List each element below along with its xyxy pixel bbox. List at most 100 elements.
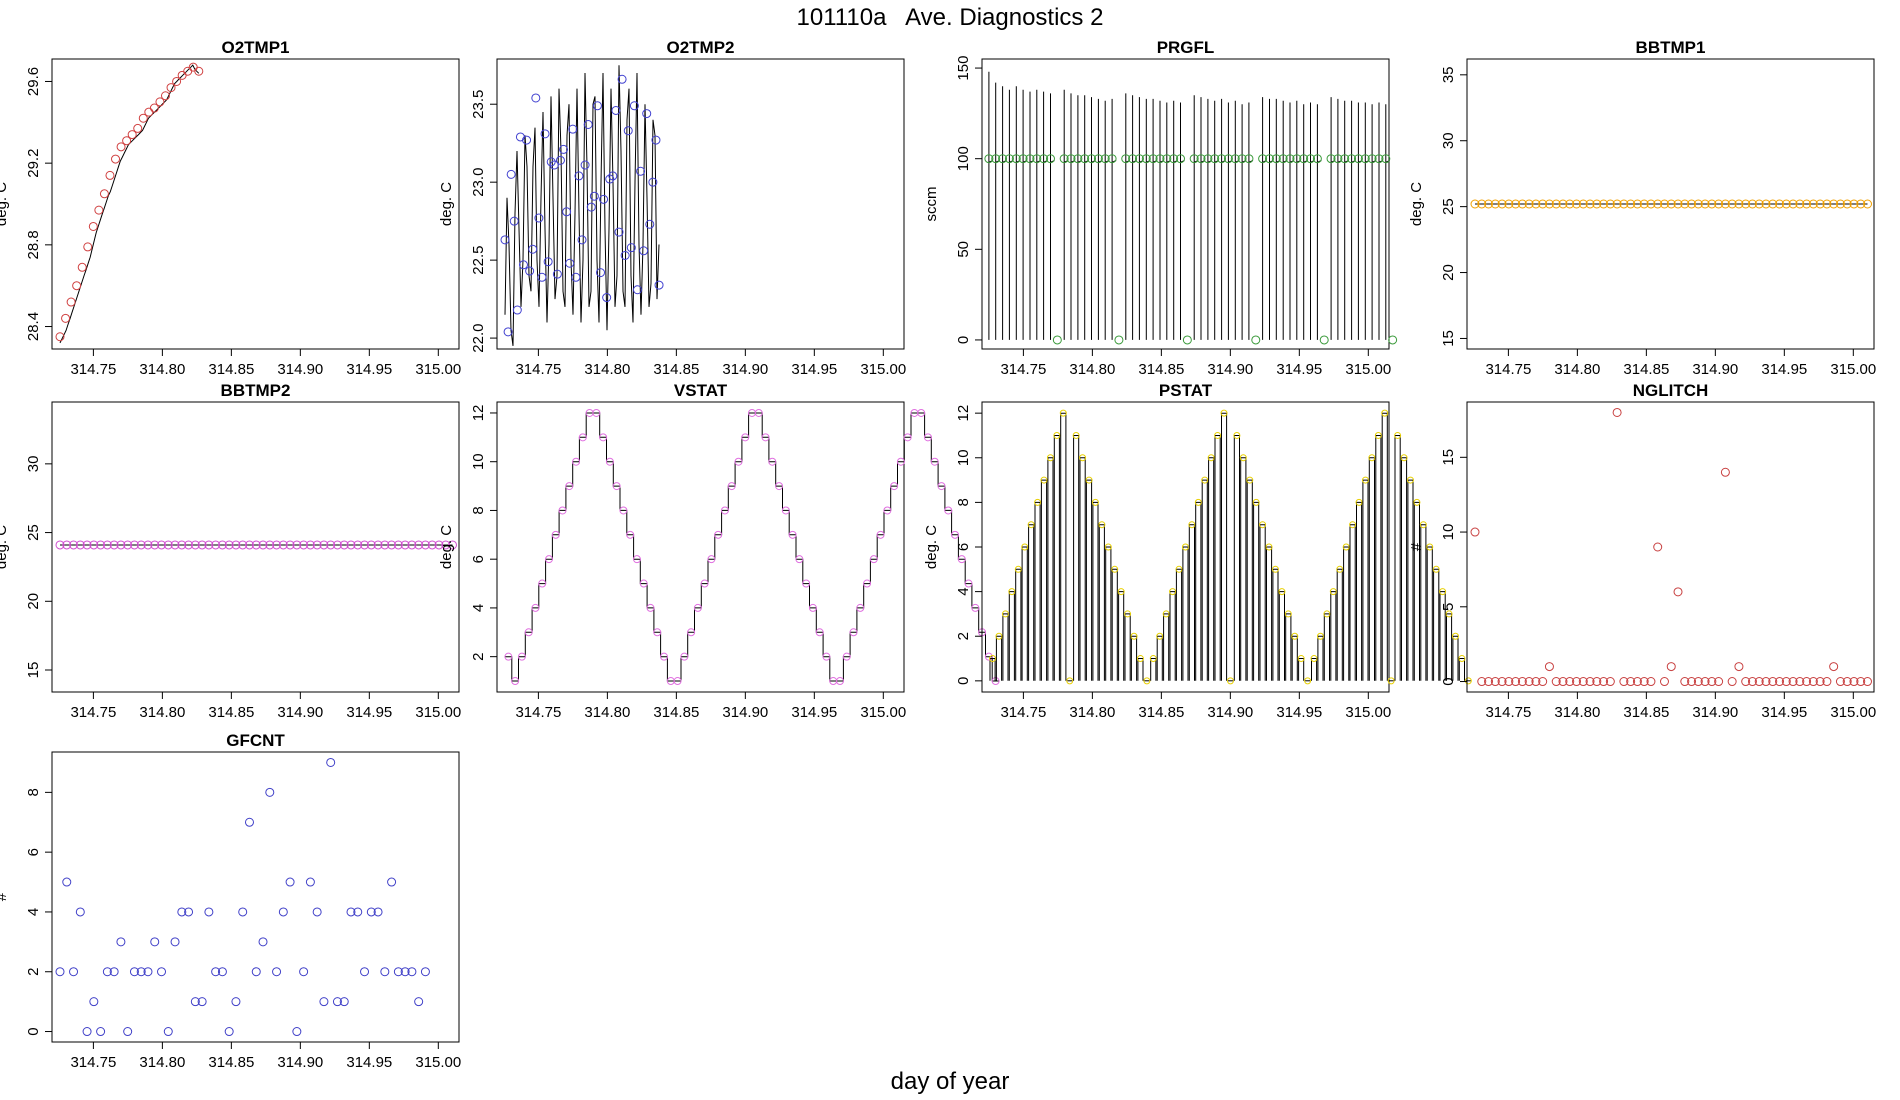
nglitch-point [1795, 677, 1805, 687]
pstat-bar [1446, 613, 1453, 681]
prgfl-marker [1134, 154, 1144, 164]
nglitch-point [1572, 677, 1582, 687]
gfcnt-point [387, 877, 397, 887]
prgfl-marker [1251, 335, 1261, 345]
prgfl-marker [1066, 154, 1076, 164]
nglitch-point [1714, 677, 1724, 687]
gfcnt-point [299, 967, 309, 977]
o2tmp1-marker [94, 205, 104, 215]
bbtmp1-marker [1524, 199, 1534, 209]
nglitch-point [1599, 677, 1609, 687]
bbtmp1-marker [1849, 199, 1859, 209]
bbtmp1-marker [1497, 199, 1507, 209]
prgfl-x-tick-label: 314.85 [1138, 361, 1184, 378]
o2tmp1-x-tick-label: 314.95 [346, 361, 392, 378]
bbtmp2-marker [116, 540, 126, 550]
pstat-bar [1208, 457, 1215, 681]
bbtmp2-plot-frame [51, 401, 460, 693]
nglitch-point [1842, 677, 1852, 687]
nglitch-y-tick-label: 5 [1440, 603, 1457, 611]
pstat-bar [1040, 479, 1048, 681]
prgfl-series-line [988, 71, 1391, 340]
vstat-marker [511, 677, 520, 686]
nglitch-point [1592, 677, 1602, 687]
bbtmp2-marker [299, 540, 309, 550]
pstat-marker [1316, 632, 1324, 640]
prgfl-y-tick-label: 0 [955, 336, 972, 344]
vstat-marker [707, 555, 716, 564]
prgfl-marker [1306, 154, 1316, 164]
pstat-bar [1407, 479, 1414, 681]
prgfl-marker [1128, 154, 1138, 164]
pstat-marker [1214, 431, 1222, 439]
nglitch-y-tick-label: 0 [1440, 677, 1457, 685]
prgfl-marker [1271, 154, 1281, 164]
gfcnt-point [217, 967, 227, 977]
bbtmp2-marker [407, 540, 417, 550]
nglitch-point [1524, 677, 1534, 687]
o2tmp2-marker [515, 132, 525, 142]
bbtmp2-marker [292, 540, 302, 550]
bbtmp1-x-tick-label: 314.80 [1554, 361, 1600, 378]
prgfl-marker [1169, 154, 1179, 164]
prgfl-x-tick-label: 314.90 [1207, 361, 1253, 378]
nglitch-point [1632, 677, 1642, 687]
pstat-marker [1349, 521, 1357, 529]
gfcnt-point [69, 967, 79, 977]
o2tmp1-marker [99, 189, 109, 199]
bbtmp2-y-tick-label: 30 [25, 456, 42, 473]
bbtmp2-x-tick-label: 314.75 [70, 704, 116, 721]
vstat-marker [991, 677, 1000, 686]
bbtmp1-x-tick-label: 314.75 [1485, 361, 1531, 378]
o2tmp2-marker [562, 207, 572, 217]
bbtmp1-marker [1720, 199, 1730, 209]
pstat-bar [1092, 501, 1099, 681]
nglitch-panel: NGLITCH #314.75 314.80 314.85 314.90 314.95 31… [1408, 381, 1876, 721]
nglitch-point [1747, 677, 1757, 687]
prgfl-marker [1107, 154, 1117, 164]
o2tmp2-series-line [504, 65, 660, 346]
vstat-marker [754, 408, 763, 417]
nglitch-point [1849, 677, 1859, 687]
gfcnt-point [353, 907, 363, 917]
bbtmp1-marker [1572, 199, 1582, 209]
pstat-marker [1059, 409, 1067, 417]
bbtmp1-marker [1815, 199, 1825, 209]
gfcnt-point [326, 757, 336, 767]
gfcnt-point [55, 967, 65, 977]
o2tmp1-marker [172, 76, 182, 86]
bbtmp1-marker [1802, 199, 1812, 209]
bbtmp1-marker [1605, 199, 1615, 209]
pstat-bar [1394, 435, 1401, 681]
prgfl-marker [1299, 154, 1309, 164]
bbtmp2-x-tick-label: 315.00 [415, 704, 461, 721]
bbtmp1-y-tick-label: 30 [1440, 132, 1457, 149]
pstat-marker [1201, 476, 1209, 484]
gfcnt-point [400, 967, 410, 977]
pstat-x-tick-label: 314.85 [1138, 704, 1184, 721]
bbtmp1-marker [1863, 199, 1873, 209]
pstat-y-tick-label: 2 [955, 632, 972, 640]
bbtmp2-marker [353, 540, 363, 550]
o2tmp1-marker [122, 136, 132, 146]
pstat-marker [1156, 632, 1164, 640]
pstat-bar [1156, 635, 1163, 681]
gfcnt-point [75, 907, 85, 917]
bbtmp1-marker [1646, 199, 1656, 209]
bbtmp2-marker [109, 540, 119, 550]
prgfl-marker [1032, 154, 1042, 164]
bbtmp2-marker [414, 540, 424, 550]
o2tmp1-marker [183, 66, 193, 76]
prgfl-marker [1052, 335, 1062, 345]
pstat-marker [1451, 632, 1459, 640]
o2tmp1-marker [105, 170, 115, 180]
o2tmp2-marker [568, 124, 578, 134]
o2tmp2-marker [518, 260, 528, 270]
pstat-marker [1329, 588, 1337, 596]
bbtmp2-marker [231, 540, 241, 550]
pstat-bar [1047, 457, 1054, 681]
prgfl-marker [1353, 154, 1363, 164]
prgfl-marker [1374, 154, 1384, 164]
o2tmp1-y-tick-label: 29.2 [25, 149, 42, 178]
nglitch-point [1484, 677, 1494, 687]
